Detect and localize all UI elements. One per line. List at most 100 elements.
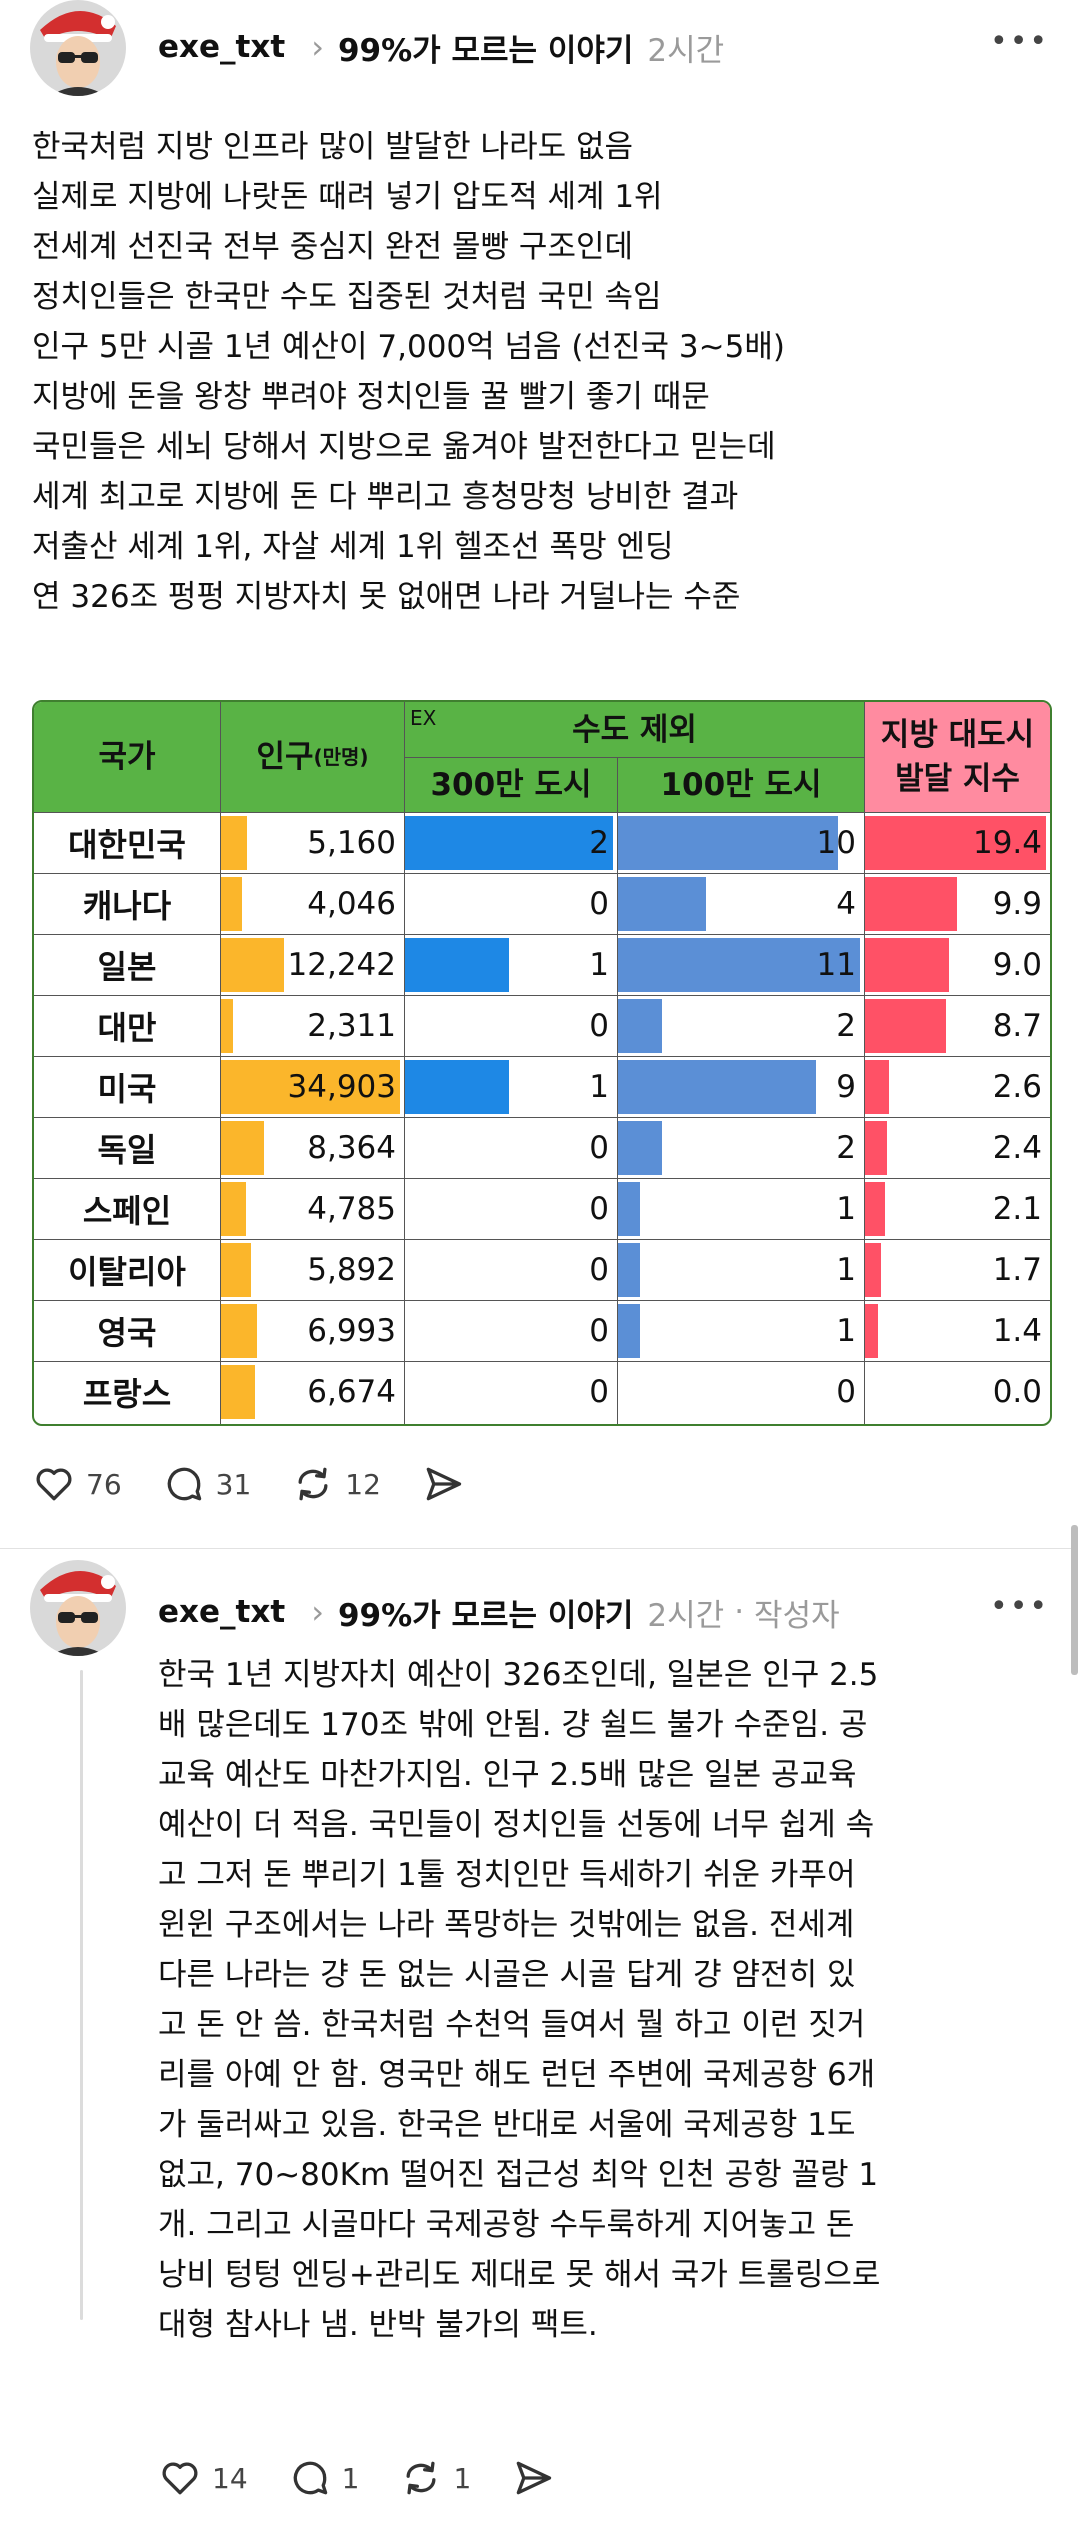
city100-cell: 1 [618, 1240, 864, 1300]
population-cell: 6,674 [221, 1362, 404, 1422]
share-icon [516, 2461, 552, 2495]
post-body: 한국처럼 지방 인프라 많이 발달한 나라도 없음 실제로 지방에 나랏돈 때려… [32, 122, 1052, 622]
index-cell: 9.9 [865, 874, 1050, 934]
like-button[interactable]: 76 [32, 1462, 122, 1506]
share-button[interactable] [421, 1462, 465, 1506]
index-value: 1.4 [992, 1313, 1042, 1349]
city300-cell: 2 [405, 813, 617, 873]
city100-cell: 1 [618, 1179, 864, 1239]
city300-value: 1 [589, 947, 609, 983]
header-city300: 300만 도시 [405, 758, 617, 812]
index-cell: 19.4 [865, 813, 1050, 873]
city100-cell: 0 [618, 1362, 864, 1422]
repost-count: 12 [345, 1467, 381, 1501]
table-row: 대한민국 5,160 2 10 19.4 [34, 813, 1050, 873]
index-cell: 2.6 [865, 1057, 1050, 1117]
share-button[interactable] [511, 2456, 555, 2500]
post-line: 전세계 선진국 전부 중심지 완전 몰빵 구조인데 [32, 229, 634, 265]
username[interactable]: exe_txt [158, 1594, 286, 1630]
more-icon[interactable]: ••• [990, 1589, 1050, 1624]
index-bar [865, 1182, 885, 1236]
city300-cell: 0 [405, 1301, 617, 1361]
like-button[interactable]: 14 [158, 2456, 248, 2500]
city300-cell: 1 [405, 1057, 617, 1117]
reply-line: 다른 나라는 걍 돈 없는 시골은 시골 답게 걍 얌전히 있 [158, 1957, 856, 1993]
thread-line [80, 1670, 83, 2320]
country-cell: 미국 [97, 1070, 157, 1108]
population-bar [221, 999, 233, 1053]
post-line: 저출산 세계 1위, 자살 세계 1위 헬조선 폭망 엔딩 [32, 529, 674, 565]
city300-bar [405, 938, 509, 992]
population-bar [221, 1304, 257, 1358]
index-value: 2.4 [992, 1130, 1042, 1166]
scrollbar[interactable] [1071, 1525, 1078, 1675]
index-cell: 2.1 [865, 1179, 1050, 1239]
heart-icon [162, 2462, 198, 2495]
header-capital-excluded: 수도 제외 [405, 702, 864, 757]
index-bar [865, 877, 958, 931]
table-row: 프랑스 6,674 0 0 0.0 [34, 1362, 1050, 1422]
population-value: 6,674 [307, 1374, 396, 1410]
comment-button[interactable]: 1 [288, 2456, 360, 2500]
repost-button[interactable]: 1 [399, 2456, 471, 2500]
population-cell: 34,903 [221, 1057, 404, 1117]
population-value: 5,892 [307, 1252, 396, 1288]
comparison-table[interactable]: 국가 인구 (만명) 수도 제외 EX 300만 도시 100만 도시 지방 대도… [32, 700, 1052, 1426]
avatar[interactable] [30, 0, 126, 96]
post-line: 한국처럼 지방 인프라 많이 발달한 나라도 없음 [32, 129, 634, 165]
comment-count: 1 [341, 2461, 360, 2495]
repost-button[interactable]: 12 [291, 1462, 381, 1506]
avatar[interactable] [30, 1560, 126, 1656]
population-bar [221, 1060, 400, 1114]
population-cell: 12,242 [221, 935, 404, 995]
repost-icon [406, 2461, 436, 2495]
post-actions: 76 31 12 [32, 1460, 505, 1508]
population-value: 6,993 [307, 1313, 396, 1349]
heart-icon [36, 1468, 72, 1501]
topic-tag[interactable]: 99%가 모르는 이야기 [337, 1597, 634, 1634]
country-cell: 대만 [97, 1009, 157, 1047]
reply-line: 리를 아예 안 함. 영국만 해도 런던 주변에 국제공항 6개 [158, 2057, 876, 2093]
index-value: 9.9 [992, 886, 1042, 922]
city100-value: 0 [836, 1374, 856, 1410]
city100-value: 1 [836, 1313, 856, 1349]
city100-value: 10 [816, 825, 856, 861]
city300-value: 1 [589, 1069, 609, 1105]
post-line: 인구 5만 시골 1년 예산이 7,000억 넘음 (선진국 3~5배) [32, 329, 785, 365]
city100-cell: 1 [618, 1301, 864, 1361]
username[interactable]: exe_txt [158, 29, 286, 65]
comment-button[interactable]: 31 [162, 1462, 251, 1506]
city100-bar [618, 1304, 640, 1358]
city100-value: 4 [836, 886, 856, 922]
index-cell: 0.0 [865, 1362, 1050, 1422]
city300-value: 0 [589, 1191, 609, 1227]
country-cell: 스페인 [82, 1192, 172, 1230]
reply-line: 개. 그리고 시골마다 국제공항 수두룩하게 지어놓고 돈 [158, 2207, 855, 2243]
index-bar [865, 1121, 888, 1175]
index-bar [865, 1243, 881, 1297]
population-bar [221, 938, 284, 992]
index-cell: 8.7 [865, 996, 1050, 1056]
like-count: 14 [212, 2461, 248, 2495]
city100-bar [618, 877, 706, 931]
post-line: 지방에 돈을 왕창 뿌려야 정치인들 꿀 빨기 좋기 때문 [32, 379, 710, 415]
index-value: 2.6 [992, 1069, 1042, 1105]
table-row: 이탈리아 5,892 0 1 1.7 [34, 1240, 1050, 1300]
city300-cell: 0 [405, 874, 617, 934]
city100-value: 11 [816, 947, 856, 983]
city100-cell: 11 [618, 935, 864, 995]
header-index: 지방 대도시 발달 지수 [865, 702, 1050, 812]
topic-tag[interactable]: 99%가 모르는 이야기 [337, 32, 634, 69]
city300-cell: 1 [405, 935, 617, 995]
reply-line: 가 둘러싸고 있음. 한국은 반대로 서울에 국제공항 1도 [158, 2107, 856, 2143]
city300-cell: 0 [405, 1179, 617, 1239]
more-icon[interactable]: ••• [990, 24, 1050, 59]
city100-bar [618, 938, 860, 992]
index-value: 0.0 [992, 1374, 1042, 1410]
population-cell: 2,311 [221, 996, 404, 1056]
index-value: 19.4 [972, 825, 1042, 861]
city100-value: 9 [836, 1069, 856, 1105]
post-header: exe_txt › 99%가 모르는 이야기 2시간 [158, 22, 724, 72]
city100-bar [618, 816, 838, 870]
population-value: 5,160 [307, 825, 396, 861]
